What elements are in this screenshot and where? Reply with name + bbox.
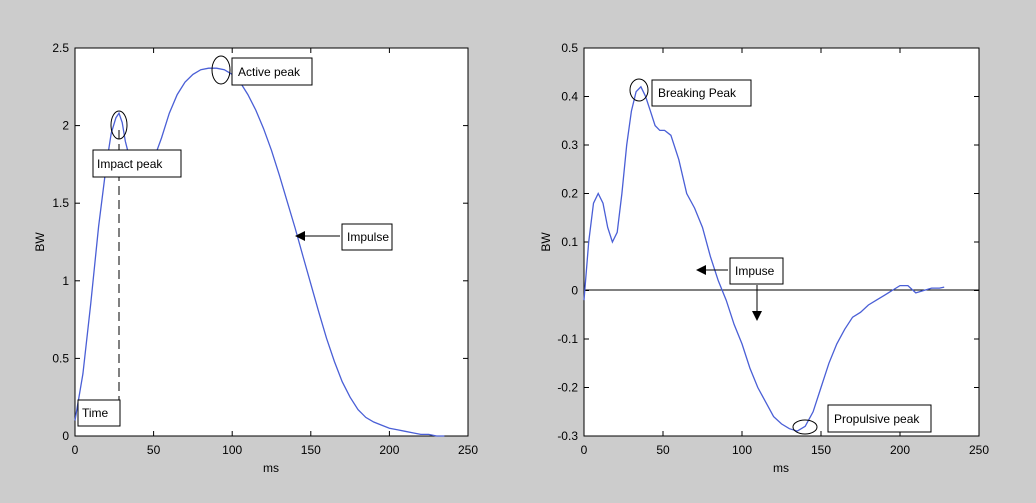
- propulsive-peak-label: Propulsive peak: [834, 412, 920, 426]
- impuse-label: Impuse: [735, 264, 775, 278]
- y-tick-label: -0.2: [557, 381, 578, 395]
- y-tick-label: 1: [62, 274, 69, 288]
- x-tick-label: 250: [458, 443, 478, 457]
- x-tick-label: 0: [581, 443, 588, 457]
- time-label: Time: [82, 406, 109, 420]
- y-tick-label: 0.5: [561, 41, 578, 55]
- impact-peak-circle: [110, 110, 128, 140]
- x-tick-label: 200: [890, 443, 910, 457]
- right-xlabel: ms: [773, 461, 789, 475]
- y-tick-label: 0.1: [561, 235, 578, 249]
- y-tick-label: -0.1: [557, 332, 578, 346]
- left-ticks: 0 50 100 150 200 250 0 0.5 1 1.5 2 2.5: [52, 41, 478, 457]
- y-tick-label: 0.3: [561, 138, 578, 152]
- active-peak-circle: [211, 55, 231, 85]
- impuse-down-arrowhead: [752, 311, 762, 321]
- breaking-peak-box: [651, 79, 752, 107]
- active-peak-label: Active peak: [238, 65, 301, 79]
- time-box: [77, 399, 121, 427]
- right-ticks: 0 50 100 150 200 250 -0.3 -0.2 -0.1 0 0.1 0.2 0.3 0.4…: [557, 41, 989, 457]
- y-tick-label: 0.5: [52, 351, 69, 365]
- y-tick-label: 0: [571, 284, 578, 298]
- right-chart: 0 50 100 150 200 250 -0.3 -0.2 -0.1 0 0.1 0.2 0.3 0.4…: [539, 41, 989, 475]
- impulse-box: [341, 223, 393, 251]
- right-series-line: [583, 85, 945, 432]
- right-ylabel: BW: [539, 232, 553, 252]
- y-tick-label: 0.4: [561, 90, 578, 104]
- x-tick-label: 100: [732, 443, 752, 457]
- y-tick-label: 2: [62, 119, 69, 133]
- x-tick-label: 0: [72, 443, 79, 457]
- impact-peak-label: Impact peak: [97, 157, 163, 171]
- left-xlabel: ms: [263, 461, 279, 475]
- propulsive-peak-circle: [792, 419, 818, 435]
- x-tick-label: 100: [222, 443, 242, 457]
- impulse-arrowhead: [295, 231, 305, 241]
- impact-peak-box: [92, 149, 182, 178]
- x-tick-label: 150: [811, 443, 831, 457]
- active-peak-box: [231, 57, 313, 86]
- impuse-left-arrowhead: [696, 265, 706, 275]
- left-axes-box: [74, 47, 469, 437]
- left-chart: 0 50 100 150 200 250 0 0.5 1 1.5 2 2.5 ms BW Active…: [33, 41, 478, 475]
- y-tick-label: 1.5: [52, 196, 69, 210]
- impulse-label: Impulse: [347, 230, 389, 244]
- y-tick-label: -0.3: [557, 429, 578, 443]
- left-ylabel: BW: [33, 232, 47, 252]
- y-tick-label: 0: [62, 429, 69, 443]
- x-tick-label: 50: [147, 443, 161, 457]
- x-tick-label: 150: [301, 443, 321, 457]
- breaking-peak-circle: [629, 78, 649, 102]
- x-tick-label: 200: [379, 443, 399, 457]
- right-axes-box: [583, 47, 980, 437]
- propulsive-peak-box: [827, 404, 932, 433]
- y-tick-label: 0.2: [561, 187, 578, 201]
- breaking-peak-label: Breaking Peak: [658, 86, 737, 100]
- x-tick-label: 50: [656, 443, 670, 457]
- impuse-box: [729, 257, 784, 285]
- left-series-line: [74, 67, 445, 437]
- x-tick-label: 250: [969, 443, 989, 457]
- y-tick-label: 2.5: [52, 41, 69, 55]
